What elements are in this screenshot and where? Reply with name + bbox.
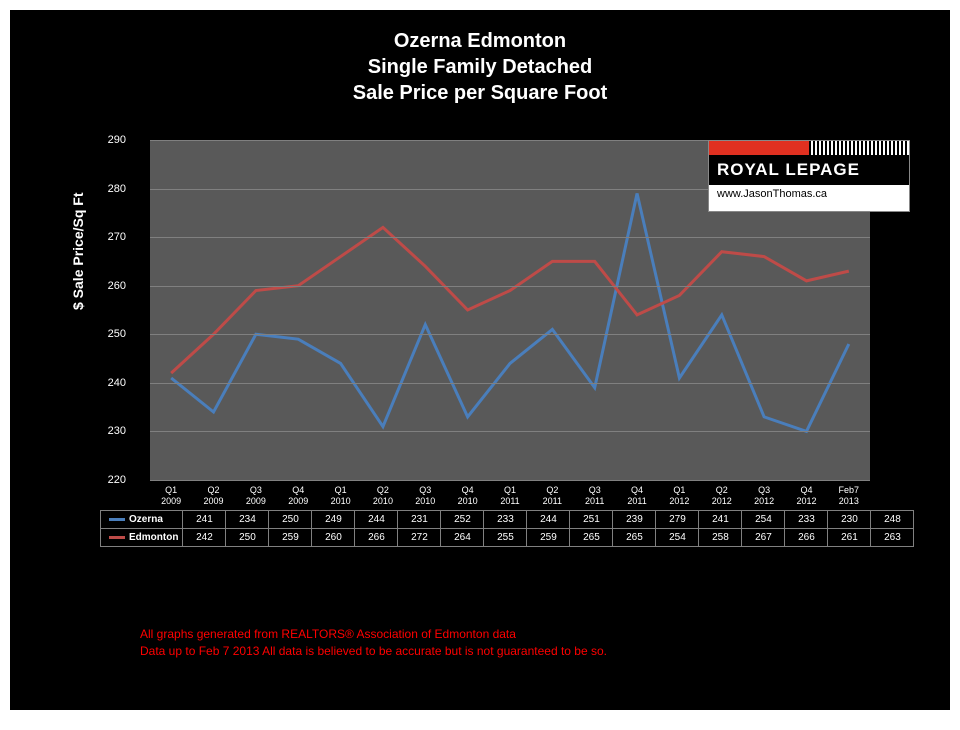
- data-cell: 259: [527, 529, 570, 547]
- data-cell: 265: [570, 529, 613, 547]
- y-tick-label: 290: [96, 134, 126, 146]
- x-tick-label: Q42010: [450, 485, 486, 507]
- gridline: [150, 431, 870, 432]
- gridline: [150, 383, 870, 384]
- data-cell: 239: [613, 511, 656, 529]
- legend-cell: Ozerna: [101, 511, 183, 529]
- data-cell: 250: [226, 529, 269, 547]
- x-tick-label: Q12009: [153, 485, 189, 507]
- footnote-line-1: All graphs generated from REALTORS® Asso…: [140, 626, 607, 643]
- x-tick-label: Q22010: [365, 485, 401, 507]
- data-cell: 261: [828, 529, 871, 547]
- data-cell: 242: [183, 529, 226, 547]
- data-table: Ozerna2412342502492442312522332442512392…: [100, 510, 914, 547]
- chart-title: Ozerna Edmonton Single Family Detached S…: [10, 10, 950, 106]
- data-cell: 250: [269, 511, 312, 529]
- x-tick-label: Feb72013: [831, 485, 867, 507]
- y-tick-label: 280: [96, 183, 126, 195]
- x-tick-label: Q12010: [323, 485, 359, 507]
- x-tick-label: Q22012: [704, 485, 740, 507]
- data-cell: 234: [226, 511, 269, 529]
- gridline: [150, 334, 870, 335]
- data-cell: 241: [183, 511, 226, 529]
- title-line-1: Ozerna Edmonton: [10, 28, 950, 54]
- y-tick-label: 250: [96, 328, 126, 340]
- footnote: All graphs generated from REALTORS® Asso…: [140, 626, 607, 660]
- data-cell: 244: [355, 511, 398, 529]
- data-cell: 267: [742, 529, 785, 547]
- data-cell: 260: [312, 529, 355, 547]
- data-cell: 259: [269, 529, 312, 547]
- y-axis-label: $ Sale Price/Sq Ft: [70, 193, 86, 311]
- gridline: [150, 286, 870, 287]
- title-line-3: Sale Price per Square Foot: [10, 80, 950, 106]
- x-tick-label: Q32010: [407, 485, 443, 507]
- data-cell: 266: [785, 529, 828, 547]
- legend-swatch: [109, 536, 125, 539]
- x-tick-label: Q32012: [746, 485, 782, 507]
- x-tick-label: Q12011: [492, 485, 528, 507]
- x-tick-label: Q22009: [196, 485, 232, 507]
- x-tick-label: Q42009: [280, 485, 316, 507]
- logo-barcode: [809, 141, 909, 155]
- data-cell: 272: [398, 529, 441, 547]
- data-cell: 265: [613, 529, 656, 547]
- data-cell: 266: [355, 529, 398, 547]
- x-tick-label: Q12012: [661, 485, 697, 507]
- data-cell: 251: [570, 511, 613, 529]
- data-cell: 254: [742, 511, 785, 529]
- x-tick-label: Q32009: [238, 485, 274, 507]
- y-tick-label: 260: [96, 280, 126, 292]
- y-tick-label: 240: [96, 377, 126, 389]
- series-line: [171, 193, 849, 431]
- logo-brand-text: ROYAL LEPAGE: [709, 155, 909, 185]
- y-tick-label: 220: [96, 474, 126, 486]
- series-line: [171, 227, 849, 373]
- y-tick-label: 270: [96, 231, 126, 243]
- data-cell: 230: [828, 511, 871, 529]
- data-cell: 233: [484, 511, 527, 529]
- logo-top-bar: [709, 141, 909, 155]
- x-tick-label: Q22011: [534, 485, 570, 507]
- x-tick-label: Q42012: [788, 485, 824, 507]
- brand-logo: ROYAL LEPAGE www.JasonThomas.ca: [708, 140, 910, 212]
- gridline: [150, 480, 870, 481]
- data-cell: 231: [398, 511, 441, 529]
- footnote-line-2: Data up to Feb 7 2013 All data is believ…: [140, 643, 607, 660]
- x-tick-label: Q32011: [577, 485, 613, 507]
- legend-cell: Edmonton: [101, 529, 183, 547]
- gridline: [150, 237, 870, 238]
- table-row: Ozerna2412342502492442312522332442512392…: [101, 511, 914, 529]
- data-cell: 248: [871, 511, 914, 529]
- y-tick-label: 230: [96, 425, 126, 437]
- table-row: Edmonton24225025926026627226425525926526…: [101, 529, 914, 547]
- data-cell: 263: [871, 529, 914, 547]
- x-tick-label: Q42011: [619, 485, 655, 507]
- data-cell: 241: [699, 511, 742, 529]
- data-cell: 233: [785, 511, 828, 529]
- data-cell: 258: [699, 529, 742, 547]
- data-cell: 264: [441, 529, 484, 547]
- chart-container: Ozerna Edmonton Single Family Detached S…: [10, 10, 950, 710]
- data-cell: 279: [656, 511, 699, 529]
- data-cell: 255: [484, 529, 527, 547]
- data-cell: 249: [312, 511, 355, 529]
- logo-red-bar: [709, 141, 809, 155]
- logo-url-text: www.JasonThomas.ca: [709, 185, 909, 203]
- data-cell: 252: [441, 511, 484, 529]
- data-cell: 244: [527, 511, 570, 529]
- legend-swatch: [109, 518, 125, 521]
- title-line-2: Single Family Detached: [10, 54, 950, 80]
- data-cell: 254: [656, 529, 699, 547]
